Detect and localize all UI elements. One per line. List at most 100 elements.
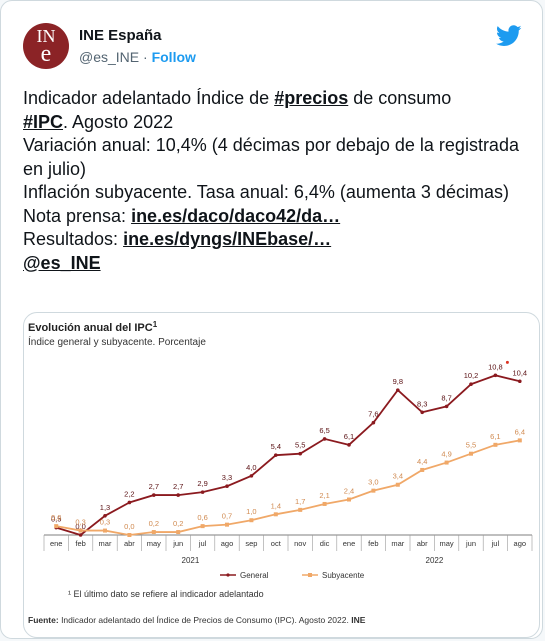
chart-subtitle: Índice general y subyacente. Porcentaje	[28, 335, 206, 348]
tweet-line-1: Indicador adelantado Índice de #precios …	[23, 87, 528, 111]
general-point	[225, 484, 229, 489]
text-segment: de consumo	[348, 88, 452, 108]
x-tick-label: ene	[343, 539, 356, 548]
data-label: 1,0	[246, 507, 256, 516]
general-point	[298, 451, 303, 456]
tweet-line-variacion: Variación anual: 10,4% (4 décimas por de…	[23, 135, 519, 179]
data-label: 0,2	[173, 519, 183, 528]
data-label: 3,3	[222, 473, 232, 482]
subyacente-point	[78, 528, 83, 533]
x-tick-label: may	[147, 539, 161, 548]
mention-link[interactable]: @es_INE	[23, 252, 101, 273]
nota-prensa-link[interactable]: ine.es/daco/daco42/da…	[131, 205, 341, 226]
subyacente-point	[371, 488, 376, 493]
chart-image[interactable]: Evolución anual del IPC1 Índice general …	[23, 312, 540, 638]
subyacente-point	[225, 522, 229, 527]
general-point	[103, 513, 107, 518]
handle-row: @es_INE · Follow	[79, 49, 196, 65]
data-label: 0,7	[222, 512, 232, 521]
avatar-text-top: IN	[36, 26, 56, 46]
ine-avatar[interactable]: IN e	[23, 23, 69, 69]
x-tick-label: abr	[124, 539, 135, 548]
general-point	[152, 493, 156, 497]
subyacente-point	[493, 442, 498, 447]
data-label: 4,4	[417, 457, 427, 466]
data-label: 7,6	[368, 410, 378, 419]
legend-label-general: General	[240, 571, 269, 580]
resultados-link[interactable]: ine.es/dyngs/INEbase/…	[123, 229, 332, 249]
x-tick-label: feb	[75, 539, 85, 548]
x-tick-label: abr	[417, 539, 428, 548]
x-tick-label: mar	[99, 539, 112, 548]
x-tick-label: jul	[491, 539, 500, 548]
subyacente-point	[469, 451, 473, 456]
data-label: 6,4	[515, 427, 525, 436]
general-point	[200, 490, 205, 494]
data-label: 4,9	[441, 450, 451, 459]
data-label: 0,0	[75, 522, 85, 531]
text-segment: Indicador adelantado Índice de	[23, 88, 275, 108]
separator: ·	[139, 49, 152, 65]
x-tick-label: dic	[320, 539, 330, 548]
account-name[interactable]: INE España	[79, 27, 162, 44]
data-label: 8,3	[417, 399, 427, 408]
data-label: 0,2	[149, 519, 159, 528]
general-point	[347, 443, 351, 447]
hashtag-precios-link[interactable]: #precios	[274, 88, 349, 108]
tweet-line-nota: Nota prensa: ine.es/daco/daco42/da…	[23, 205, 528, 229]
general-point	[518, 379, 522, 384]
subyacente-point	[151, 530, 156, 535]
x-tick-label: nov	[294, 539, 306, 548]
data-label: 2,2	[124, 489, 134, 498]
data-label: 6,1	[490, 432, 500, 441]
data-label: 2,7	[149, 482, 159, 491]
general-point	[420, 410, 425, 415]
subyacente-point	[127, 533, 132, 537]
subyacente-point	[200, 524, 205, 529]
subyacente-point	[176, 530, 181, 535]
account-handle[interactable]: @es_INE	[79, 49, 140, 65]
x-tick-label: feb	[368, 539, 378, 548]
general-point	[127, 500, 132, 505]
follow-button[interactable]: Follow	[151, 49, 196, 65]
twitter-bird-icon[interactable]	[496, 25, 522, 47]
footnote-marker	[505, 360, 509, 364]
x-tick-label: ago	[221, 539, 234, 548]
x-tick-label: ago	[514, 539, 527, 548]
general-point	[396, 388, 400, 392]
data-label: 5,4	[271, 442, 281, 451]
general-point	[322, 437, 327, 441]
data-label: 2,9	[197, 479, 207, 488]
tweet-line-mention: @es_INE	[23, 252, 528, 276]
x-tick-label: mar	[391, 539, 404, 548]
subyacente-point	[420, 467, 425, 472]
data-label: 6,1	[344, 432, 354, 441]
subyacente-point	[249, 518, 254, 523]
data-label: 10,4	[512, 368, 527, 377]
legend-marker	[308, 573, 312, 577]
legend-label-subyacente: Subyacente	[322, 571, 365, 580]
data-label: 0,5	[51, 515, 61, 524]
data-label: 8,7	[441, 393, 451, 402]
data-label: 0,3	[100, 518, 110, 527]
chart-title: Evolución anual del IPC1	[28, 320, 158, 334]
data-label: 10,2	[464, 371, 479, 380]
hashtag-ipc-link[interactable]: #IPC	[23, 111, 64, 132]
series-line-subyacente	[56, 439, 520, 536]
data-label: 2,7	[173, 482, 183, 491]
tweet-line-2: #IPC. Agosto 2022	[23, 111, 528, 135]
subyacente-point	[395, 482, 400, 487]
resultados-label: Resultados:	[23, 229, 124, 249]
general-point	[493, 373, 498, 378]
general-point	[78, 533, 83, 537]
x-tick-label: may	[440, 539, 454, 548]
general-point	[176, 493, 180, 497]
ipc-chart: Evolución anual del IPC1 Índice general …	[28, 320, 533, 625]
data-label: 2,1	[319, 491, 329, 500]
data-label: 0,0	[124, 522, 134, 531]
x-tick-label: ene	[50, 539, 63, 548]
x-tick-label: jun	[465, 539, 476, 548]
data-label: 1,7	[295, 497, 305, 506]
data-label: 5,5	[466, 441, 476, 450]
